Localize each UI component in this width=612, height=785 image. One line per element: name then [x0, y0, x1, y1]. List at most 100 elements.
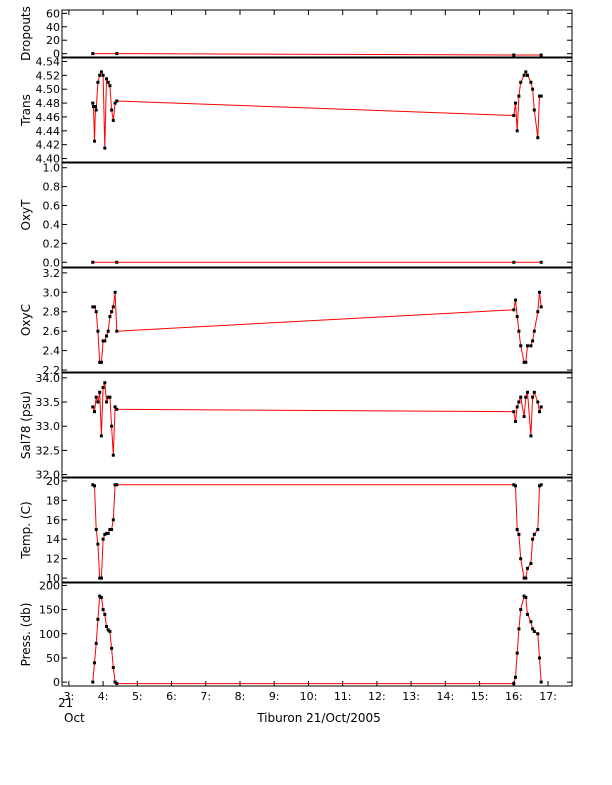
- data-point: [524, 596, 528, 599]
- y-tick-label: 2.2: [43, 364, 61, 377]
- data-point: [539, 94, 543, 98]
- data-point: [512, 114, 516, 117]
- data-point: [538, 94, 541, 98]
- data-point: [532, 629, 536, 633]
- y-axis-title: OxyT: [19, 199, 33, 231]
- y-tick-label: 4.46: [36, 111, 61, 124]
- data-point: [93, 305, 96, 309]
- data-point: [531, 395, 535, 399]
- data-point: [103, 146, 107, 150]
- y-tick-label: 3.0: [43, 286, 61, 299]
- x-tick-label: 7:: [200, 690, 211, 703]
- y-tick-label: 2.8: [43, 306, 61, 319]
- panel-frame: [61, 162, 573, 268]
- data-point: [529, 620, 533, 624]
- data-point: [532, 390, 536, 394]
- data-point: [94, 528, 98, 531]
- data-point: [103, 532, 107, 536]
- data-point: [101, 537, 105, 541]
- x-tick-label: 4:: [98, 690, 109, 703]
- data-point: [93, 484, 96, 488]
- y-axis-title: Dropouts: [19, 6, 33, 61]
- y-tick-label: 18: [46, 494, 60, 507]
- panel-frame: [61, 582, 573, 687]
- data-point: [101, 386, 105, 389]
- data-point: [110, 108, 114, 112]
- data-point: [515, 315, 519, 319]
- data-point: [512, 410, 516, 414]
- data-point: [538, 290, 541, 294]
- data-point: [539, 305, 543, 309]
- data-point: [115, 260, 119, 264]
- data-point: [115, 329, 119, 333]
- data-point: [105, 400, 108, 404]
- y-tick-label: 20: [46, 34, 60, 47]
- y-tick-label: 40: [46, 21, 60, 34]
- y-tick-label: 0.8: [43, 181, 61, 194]
- data-point: [111, 518, 115, 522]
- data-point: [519, 557, 523, 561]
- data-point: [98, 390, 102, 394]
- data-point: [529, 344, 533, 348]
- x-tick-label: 3:: [63, 690, 74, 703]
- data-point: [536, 310, 540, 314]
- data-point: [94, 108, 98, 112]
- data-point: [111, 666, 115, 670]
- panels-layer: 0204060Dropouts4.404.424.444.464.484.504…: [19, 6, 573, 689]
- data-point: [103, 612, 107, 616]
- y-axis-title: Temp. (C): [19, 501, 33, 559]
- y-tick-label: 4.40: [36, 153, 61, 166]
- data-point: [539, 53, 543, 57]
- data-point: [519, 395, 523, 399]
- data-point: [517, 532, 521, 536]
- y-tick-label: 200: [39, 579, 60, 592]
- data-point: [512, 483, 516, 487]
- x-tick-label: 10:: [300, 690, 318, 703]
- data-point: [91, 680, 95, 684]
- data-point: [113, 290, 117, 294]
- data-point: [93, 410, 96, 414]
- data-point: [96, 542, 100, 546]
- panel-5: 10 12 14 16 18 20 Temp. (C): [19, 475, 573, 585]
- data-point: [96, 80, 100, 84]
- y-tick-label: 33.0: [36, 420, 61, 433]
- y-tick-label: 4.54: [36, 55, 61, 68]
- data-point: [108, 629, 112, 633]
- y-tick-label: 32.0: [36, 469, 61, 482]
- y-axis-title: Sal78 (psu): [19, 391, 33, 459]
- data-point: [526, 344, 529, 348]
- x-tick-label: 6:: [166, 690, 177, 703]
- data-point: [105, 531, 108, 535]
- y-tick-label: 4.44: [36, 125, 61, 138]
- data-point: [96, 617, 100, 621]
- y-tick-label: 2.6: [43, 325, 61, 338]
- data-point: [515, 651, 519, 655]
- data-point: [99, 70, 103, 74]
- y-tick-label: 0.6: [43, 200, 61, 213]
- y-tick-label: 10: [46, 572, 60, 585]
- shared-x-axis: 3: 4: 5: 6: 7: 8: 9: 10: 11: 12: 13: 14: 15: 16: 17:: [63, 10, 557, 703]
- y-tick-label: 150: [39, 604, 60, 617]
- data-point: [517, 400, 521, 404]
- data-point: [512, 260, 516, 264]
- data-point: [93, 139, 96, 143]
- data-point: [524, 395, 528, 399]
- data-point: [522, 415, 526, 418]
- y-tick-label: 12: [46, 553, 60, 566]
- data-point: [101, 339, 105, 343]
- panel-6: 0 50 100 150 200 Press. (db): [19, 579, 573, 689]
- y-tick-label: 1.0: [43, 162, 61, 175]
- data-point: [91, 101, 95, 105]
- data-point: [110, 528, 114, 531]
- data-point: [113, 483, 117, 487]
- x-tick-label: 5:: [132, 690, 143, 703]
- data-point: [98, 594, 102, 598]
- data-point: [522, 594, 526, 598]
- x-tick-label: 12:: [368, 690, 386, 703]
- y-tick-label: 14: [46, 533, 60, 546]
- y-tick-label: 0: [53, 48, 60, 61]
- data-point: [526, 73, 529, 77]
- data-point: [108, 84, 112, 88]
- data-point: [91, 405, 95, 409]
